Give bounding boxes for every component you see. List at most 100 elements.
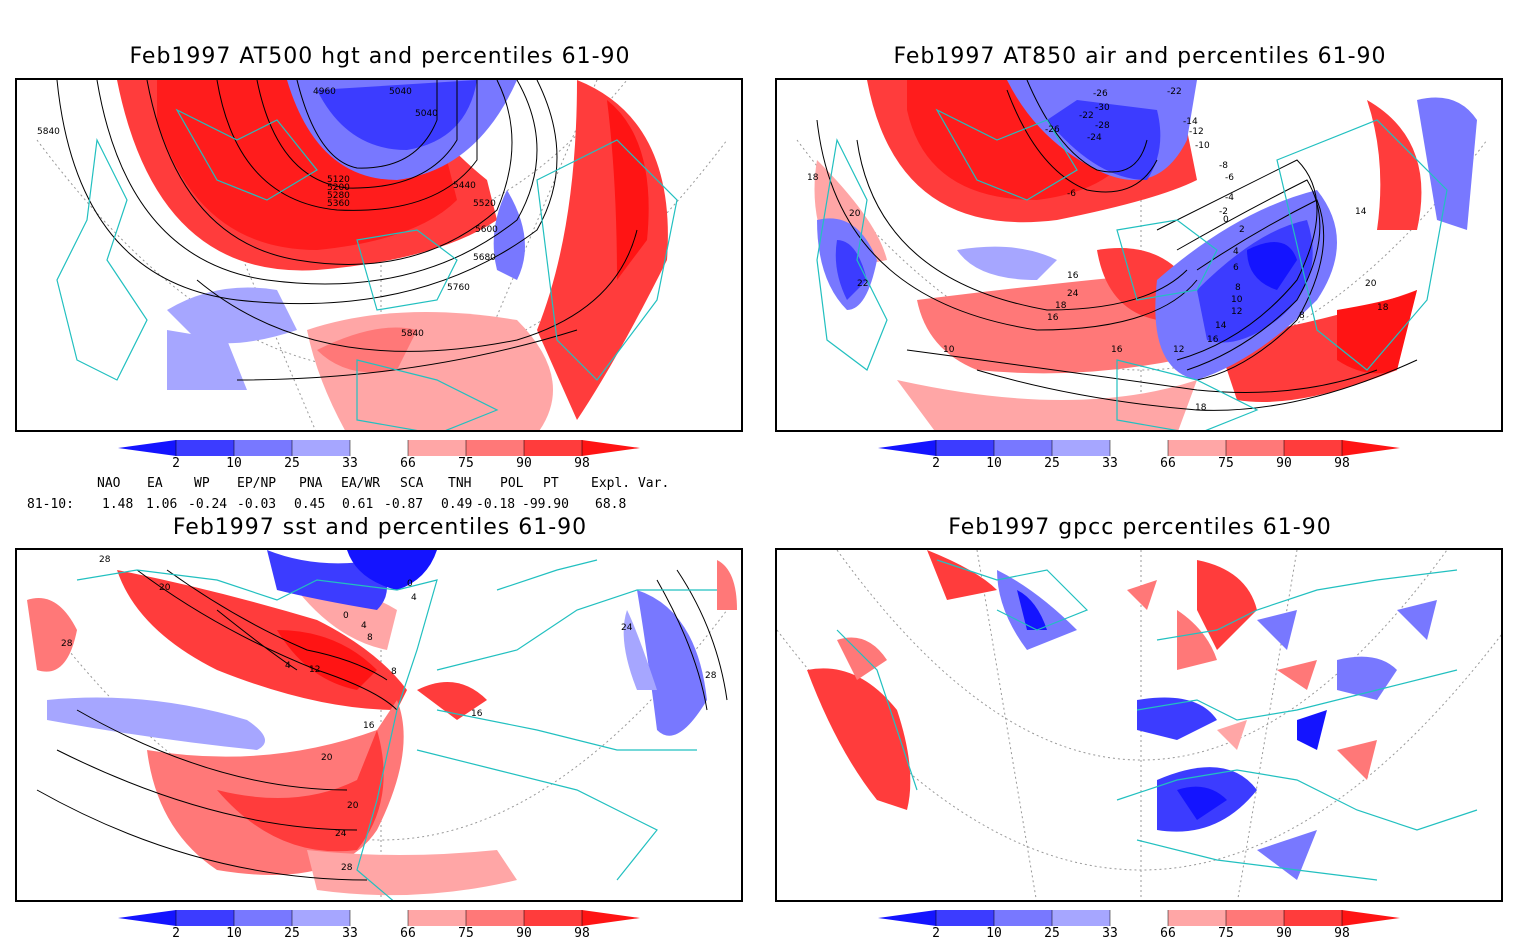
colorbar-swatches [118,440,640,456]
contour-label: 4960 [313,87,336,97]
contour-label: 28 [99,555,111,565]
index-value: 1.06 [146,497,178,512]
colorbar-swatch [524,910,582,926]
contour-label: 18 [807,173,819,183]
coastlines [816,108,1448,430]
colorbar-swatch [350,440,408,456]
contour-label: 4 [1233,247,1239,257]
colorbar-swatch [176,440,234,456]
percentile-shading-cool [47,550,707,750]
map-panel-gpcc [775,548,1503,902]
contour-label: 5040 [389,87,412,97]
contour-label: 28 [705,671,717,681]
index-value: -0.18 [476,497,516,512]
colorbar-tick: 33 [342,926,358,941]
geopotential-contours [56,80,638,381]
colorbar-tick: 66 [400,456,416,471]
colorbar-swatch [408,440,466,456]
colorbar-sst: 2 10 25 33 66 75 90 98 [118,910,658,950]
contour-label: 0 [343,611,349,621]
contour-label: 14 [1355,207,1367,217]
colorbar-tick: 25 [1044,456,1060,471]
colorbar-tick: 90 [1276,456,1292,471]
contour-label: 16 [1207,335,1219,345]
coastlines [56,108,678,430]
contour-label: 5840 [37,127,60,137]
colorbar-tick: 98 [574,926,590,941]
panel-title-hgt: Feb1997 AT500 hgt and percentiles 61-90 [129,44,631,69]
contour-label: 14 [1215,321,1227,331]
contour-label: -14 [1183,117,1198,127]
map-panel-sst: 28 20 28 0 4 0 4 8 4 12 8 16 16 20 20 24… [15,548,743,902]
colorbar-air: 2 10 25 33 66 75 90 98 [878,440,1418,480]
contour-label: 0 [1223,215,1229,225]
contour-label: 20 [849,209,861,219]
colorbar-tick: 98 [1334,456,1350,471]
contour-label: -6 [1225,173,1234,183]
colorbar-tick: 90 [516,926,532,941]
colorbar-hgt: 2 10 25 33 66 75 90 98 [118,440,658,480]
index-header: PNA [299,476,323,491]
colorbar-tick: 10 [226,456,242,471]
index-value: -0.24 [188,497,228,512]
colorbar-tick: 90 [1276,926,1292,941]
colorbar-tick: 25 [1044,926,1060,941]
colorbar-tick: 90 [516,456,532,471]
contour-label: 18 [1055,301,1067,311]
colorbar-swatch [1168,440,1226,456]
contour-label: 8 [1299,311,1305,321]
contour-label: 4 [285,661,291,671]
colorbar-swatches [878,440,1400,456]
contour-label: 16 [1067,271,1079,281]
contour-label: -4 [1225,193,1234,203]
contour-label: -22 [1167,87,1182,97]
colorbar-swatch [1110,910,1168,926]
contour-label: 28 [341,863,353,873]
colorbar-swatch [936,440,994,456]
colorbar-tick: 98 [574,456,590,471]
colorbar-arrow-low [878,910,936,926]
contour-label: 5280 [327,191,350,201]
contour-label: 12 [309,665,320,675]
contour-label: 24 [335,829,347,839]
contour-label: -24 [1087,133,1102,143]
index-value: 0.45 [294,497,326,512]
index-value: -99.90 [522,497,569,512]
index-header: NAO [97,476,121,491]
colorbar-tick: 75 [458,926,474,941]
contour-label: -12 [1189,127,1204,137]
contour-label: 10 [943,345,955,355]
colorbar-tick: 10 [986,456,1002,471]
colorbar-swatch [1284,910,1342,926]
colorbar-tick: 10 [226,926,242,941]
colorbar-swatch [408,910,466,926]
colorbar-swatch [1052,440,1110,456]
contour-label: 4 [361,621,367,631]
colorbar-tick: 25 [284,456,300,471]
index-value: -0.03 [237,497,277,512]
panel-title-sst: Feb1997 sst and percentiles 61-90 [172,515,588,540]
contour-label: 6 [1233,263,1239,273]
contour-label: -28 [1095,121,1110,131]
colorbar-tick: 66 [1160,926,1176,941]
contour-label: 5360 [327,199,350,209]
index-header: TNH [448,476,472,491]
index-value: 0.49 [441,497,473,512]
colorbar-tick: 2 [172,926,180,941]
contour-label: 12 [1231,307,1242,317]
contour-label: 5520 [473,199,496,209]
contour-label: 10 [1231,295,1243,305]
colorbar-arrow-high [582,440,640,456]
index-value: 0.61 [342,497,374,512]
index-header: Expl. Var. [591,476,670,491]
colorbar-tick: 66 [1160,456,1176,471]
colorbar-tick: 33 [1102,456,1118,471]
contour-label: 5760 [447,283,470,293]
contour-label: 8 [391,667,397,677]
index-header: SCA [400,476,424,491]
contour-label: 0 [407,579,413,589]
map-panel-air: -26 -30 -22 -28 -24 -26 -22 -14 -12 -10 … [775,78,1503,432]
map-panel-hgt: 5840 4960 5040 5040 5120 5200 5280 5360 … [15,78,743,432]
index-header: POL [500,476,524,491]
colorbar-swatch [292,910,350,926]
